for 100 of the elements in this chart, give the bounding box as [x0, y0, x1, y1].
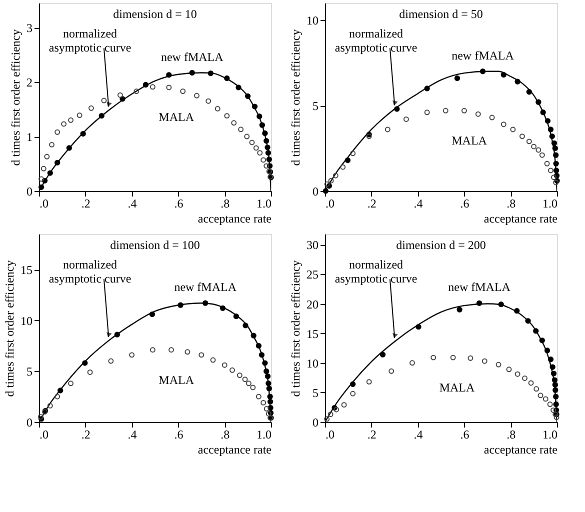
point [551, 140, 558, 146]
y-tick-label: 0 [26, 184, 32, 198]
point [266, 411, 272, 417]
point [233, 313, 240, 320]
point [536, 99, 542, 105]
point [87, 369, 93, 375]
point [344, 157, 351, 164]
point [340, 164, 346, 170]
point [552, 145, 558, 152]
point [246, 380, 252, 386]
point [514, 371, 520, 377]
y-tick-label: 0 [312, 416, 318, 430]
point [150, 347, 156, 353]
point [328, 412, 334, 418]
point [552, 387, 558, 393]
y-tick-label: 1 [26, 130, 32, 144]
point [66, 145, 72, 151]
point [54, 394, 60, 400]
x-tick-label: .6 [174, 196, 184, 210]
point [61, 121, 67, 127]
point [47, 170, 53, 176]
x-tick-label: .0 [326, 196, 334, 210]
point [544, 160, 550, 166]
point [58, 388, 64, 394]
x-tick-label: .0 [326, 428, 334, 442]
x-tick-label: .6 [174, 428, 184, 442]
point [461, 108, 467, 114]
point [553, 401, 559, 408]
y-tick-label: 10 [20, 314, 32, 328]
chart-title: dimension d = 10 [113, 7, 197, 21]
series-label: MALA [439, 380, 476, 395]
point [256, 342, 262, 349]
x-tick-label: 1.0 [256, 428, 272, 442]
point [264, 406, 270, 412]
point [525, 318, 531, 324]
point [76, 112, 82, 118]
point [242, 322, 248, 328]
point [262, 360, 268, 366]
x-axis-title: acceptance rate [484, 212, 558, 226]
point [194, 92, 200, 98]
point [168, 347, 174, 353]
x-tick-label: 1.0 [542, 196, 558, 210]
point [198, 352, 204, 358]
point [266, 156, 272, 162]
point [539, 152, 545, 158]
point [552, 382, 558, 388]
point [409, 360, 415, 366]
point [38, 176, 44, 182]
series-label: new fMALA [160, 50, 224, 64]
point [533, 328, 539, 334]
point [500, 122, 506, 128]
point [536, 147, 542, 153]
chart-title: dimension d = 50 [399, 7, 483, 21]
point [88, 105, 94, 111]
point [114, 332, 120, 338]
point [210, 357, 216, 363]
y-tick-label: 25 [306, 268, 318, 282]
point [366, 379, 372, 385]
point [551, 174, 556, 180]
point [68, 117, 74, 123]
point [259, 122, 266, 128]
point [260, 400, 266, 406]
point [553, 394, 559, 400]
text: normalized asymptotic curve [48, 26, 132, 55]
point [550, 364, 556, 370]
point [250, 332, 256, 338]
point [236, 84, 242, 90]
point [526, 138, 532, 144]
point [553, 168, 560, 174]
point [547, 402, 553, 407]
x-tick-label: .4 [414, 428, 423, 442]
x-tick-label: 1.0 [542, 428, 558, 442]
point [117, 92, 123, 98]
point [550, 370, 557, 376]
point [528, 380, 534, 386]
point [249, 140, 255, 146]
x-tick-label: .8 [220, 196, 230, 210]
y-tick-label: 10 [306, 14, 318, 28]
point [384, 126, 390, 132]
point [554, 414, 560, 420]
point [538, 392, 544, 398]
point [548, 168, 554, 174]
x-tick-label: .8 [506, 196, 516, 210]
chart-title: dimension d = 100 [110, 238, 200, 252]
point [150, 84, 156, 90]
y-tick-label: 15 [306, 326, 318, 341]
point [442, 108, 448, 114]
point [450, 354, 456, 360]
point [522, 376, 528, 381]
point [482, 358, 488, 364]
y-tick-label: 5 [312, 99, 318, 114]
x-tick-label: 1.0 [256, 196, 272, 210]
point [252, 104, 258, 110]
point [548, 126, 554, 132]
point [430, 354, 436, 360]
text: normalized asymptotic curve [334, 258, 418, 286]
point [242, 376, 248, 382]
y-axis-title: d times first order efficiency [288, 29, 302, 166]
point [129, 352, 135, 358]
point [475, 111, 481, 117]
